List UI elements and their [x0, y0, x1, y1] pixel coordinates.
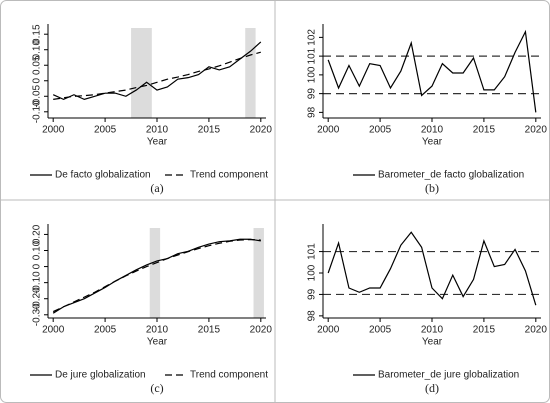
y-tick-label: 0 — [32, 263, 43, 269]
series-line — [327, 231, 537, 306]
y-tick-label: 99 — [307, 88, 318, 100]
y-tick-label: 101 — [307, 243, 318, 260]
panel-label: (c) — [150, 381, 163, 395]
x-tick-label: 2010 — [146, 325, 169, 336]
shaded-region — [131, 28, 152, 118]
x-tick-label: 2000 — [42, 325, 65, 336]
y-tick-label: 98 — [307, 310, 318, 322]
series-line — [52, 41, 262, 101]
y-tick-label: 100 — [307, 66, 318, 83]
x-tick-label: 2005 — [94, 125, 117, 136]
x-tick-label: 2020 — [250, 325, 273, 336]
y-tick-label: 102 — [307, 29, 318, 46]
y-tick-label: 0.20 — [32, 224, 43, 244]
legend-label: De facto globalization — [55, 170, 151, 181]
x-axis-title: Year — [422, 137, 443, 148]
x-tick-label: 2020 — [525, 325, 548, 336]
y-tick-label: -0.30 — [32, 303, 43, 326]
series-line — [52, 238, 261, 314]
y-tick-label: 99 — [307, 288, 318, 300]
x-tick-label: 2020 — [250, 125, 273, 136]
y-tick-label: 98 — [307, 106, 318, 118]
x-tick-label: 2015 — [198, 325, 221, 336]
y-tick-label: 100 — [307, 264, 318, 281]
y-tick-label: -0.20 — [32, 287, 43, 310]
shaded-region — [253, 228, 264, 318]
shaded-region — [245, 28, 256, 118]
x-tick-label: 2005 — [94, 325, 117, 336]
x-tick-label: 2015 — [473, 325, 496, 336]
panel-label: (b) — [425, 181, 439, 195]
series-line — [52, 238, 261, 313]
x-tick-label: 2000 — [317, 125, 340, 136]
panel-label: (a) — [150, 181, 163, 195]
x-tick-label: 2020 — [525, 125, 548, 136]
x-tick-label: 2015 — [473, 125, 496, 136]
legend-label: Barometer_de jure globalization — [378, 370, 519, 381]
y-tick-label: 0.15 — [32, 24, 43, 44]
x-axis-title: Year — [147, 137, 168, 148]
shaded-region — [149, 228, 161, 318]
y-tick-label: 101 — [307, 47, 318, 64]
legend-label: Trend component — [190, 170, 268, 181]
x-tick-label: 2010 — [421, 325, 444, 336]
y-tick-label: -0.10 — [32, 100, 43, 123]
x-axis-title: Year — [147, 337, 168, 348]
x-axis-title: Year — [422, 337, 443, 348]
y-tick-label: 0 — [32, 78, 43, 84]
x-tick-label: 2010 — [421, 125, 444, 136]
x-tick-label: 2000 — [42, 125, 65, 136]
y-tick-label: 0.10 — [32, 40, 43, 60]
legend-label: De jure globalization — [55, 370, 146, 381]
legend-label: Trend component — [190, 370, 268, 381]
series-line — [53, 51, 261, 100]
x-tick-label: 2005 — [369, 325, 392, 336]
series-line — [327, 29, 537, 113]
legend-label: Barometer_de facto globalization — [378, 170, 524, 181]
y-tick-label: 0.10 — [32, 240, 43, 260]
y-tick-label: 0.05 — [32, 55, 43, 75]
panel-label: (d) — [425, 381, 439, 395]
y-tick-label: -0.10 — [32, 271, 43, 294]
x-tick-label: 2005 — [369, 125, 392, 136]
x-tick-label: 2000 — [317, 325, 340, 336]
y-tick-label: -0.05 — [32, 84, 43, 107]
x-tick-label: 2015 — [198, 125, 221, 136]
x-tick-label: 2010 — [146, 125, 169, 136]
